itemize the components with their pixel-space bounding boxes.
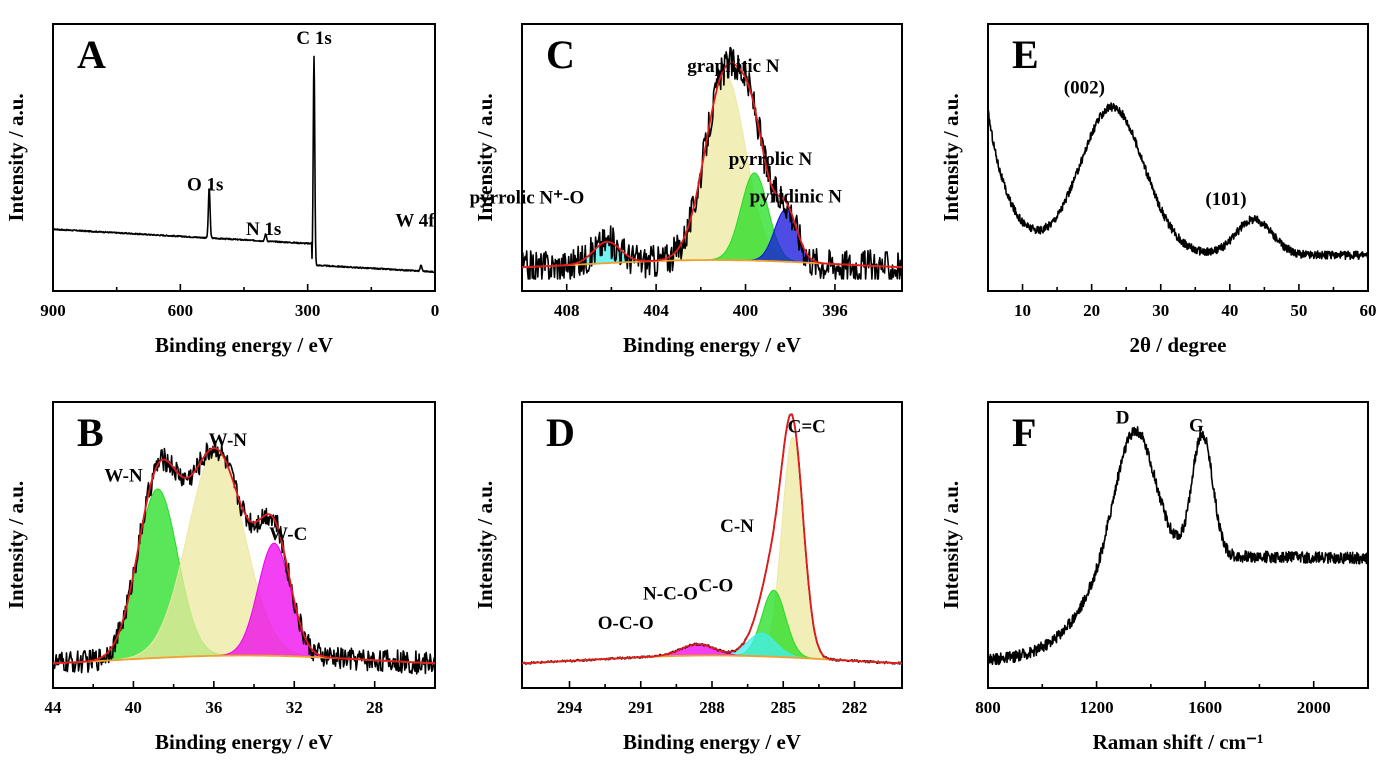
peak-label: W-N [104,466,143,487]
fit-component [522,436,902,664]
x-tick-label: 291 [628,698,654,717]
panel-letter: E [1012,32,1039,77]
panel-e: 10 20 30 40 50 60 2θ / degree Intensity / a.u. E… [939,23,1377,357]
y-axis-title: Intensity / a.u. [939,93,963,221]
peak-label: C-N [720,516,754,537]
x-tick-label: 1200 [1080,698,1114,717]
plot-frame [52,401,436,689]
raw-signal [521,46,903,280]
x-tick-label: 30 [1152,301,1169,320]
peak-label: W-C [269,524,307,545]
x-tick-label: 1600 [1188,698,1222,717]
peak-label: O 1s [187,174,223,195]
x-tick-label: 2000 [1297,698,1331,717]
panel-letter: A [77,32,106,77]
x-tick-label: 400 [733,301,759,320]
fit-component [522,74,902,268]
fit-envelope [522,62,902,269]
x-tick-label: 900 [40,301,66,320]
panel-b: 44 40 36 32 28 Binding energy / eV Intensity /… [4,401,436,754]
peak-label: (002) [1064,78,1105,99]
peak-label: C-O [698,576,733,597]
peak-label: G [1189,416,1204,437]
panel-letter: C [546,32,575,77]
peak-label: pyrrolic N⁺-O [470,187,585,208]
plot-frame [52,23,436,292]
x-tick-label: 44 [45,698,63,717]
x-tick-label: 20 [1083,301,1100,320]
panel-letter: D [546,410,575,455]
x-axis-title: Binding energy / eV [623,730,801,754]
x-axis-title: Binding energy / eV [623,333,801,357]
peak-label: (101) [1205,189,1246,210]
plot-frame [521,401,903,689]
x-tick-label: 28 [366,698,383,717]
signal-trace [52,55,436,274]
x-axis-title: 2θ / degree [1130,333,1227,357]
panel-f: 800 1200 1600 2000 Raman shift / cm⁻¹ Intensi… [939,401,1369,754]
y-axis-title: Intensity / a.u. [473,93,497,221]
peak-label: W 4f [395,210,435,231]
plot-frame [987,401,1369,689]
x-axis-title: Binding energy / eV [155,333,333,357]
peak-label: graphitic N [687,56,780,77]
panel-letter: B [77,410,104,455]
fit-envelope [53,447,435,665]
x-tick-label: 404 [643,301,669,320]
x-tick-label: 288 [699,698,725,717]
x-tick-label: 60 [1360,301,1377,320]
y-axis-title: Intensity / a.u. [473,481,497,609]
peak-label: N 1s [246,219,281,240]
y-axis-title: Intensity / a.u. [4,481,28,609]
x-tick-label: 32 [286,698,303,717]
raw-signal [52,440,436,675]
plot-frame [987,23,1369,292]
y-axis-title: Intensity / a.u. [4,93,28,221]
signal-trace [987,426,1369,666]
fit-envelope [522,413,902,665]
x-tick-label: 300 [295,301,321,320]
panel-a: 900 600 300 0 Binding energy / eV Intensity /… [4,23,440,357]
x-tick-label: 282 [842,698,868,717]
x-tick-label: 10 [1014,301,1031,320]
x-tick-label: 40 [1221,301,1238,320]
x-tick-label: 294 [557,698,583,717]
x-tick-label: 0 [431,301,440,320]
peak-label: C=C [788,416,826,437]
peak-label: O-C-O [598,613,654,634]
panel-d: 294 291 288 285 282 Binding energy / eV Intens… [473,401,903,754]
peak-label: D [1116,407,1130,428]
x-tick-label: 36 [205,698,222,717]
x-tick-label: 40 [125,698,142,717]
x-tick-label: 50 [1290,301,1307,320]
x-tick-label: 285 [771,698,797,717]
x-tick-label: 600 [168,301,194,320]
peak-label: C 1s [296,28,331,49]
panel-c: 408 404 400 396 Binding energy / eV Intensity… [470,23,903,357]
signal-trace [987,102,1369,261]
y-axis-title: Intensity / a.u. [939,481,963,609]
peak-label: W-N [209,430,248,451]
raw-signal [521,413,903,665]
x-tick-label: 800 [975,698,1001,717]
x-tick-label: 396 [822,301,848,320]
x-tick-label: 408 [554,301,580,320]
peak-label: N-C-O [643,584,698,605]
panel-letter: F [1012,410,1036,455]
peak-label: pyrrolic N [729,149,813,170]
x-axis-title: Binding energy / eV [155,730,333,754]
peak-label: pyridinic N [750,187,843,208]
x-axis-title: Raman shift / cm⁻¹ [1093,730,1264,754]
plot-frame [521,23,903,292]
